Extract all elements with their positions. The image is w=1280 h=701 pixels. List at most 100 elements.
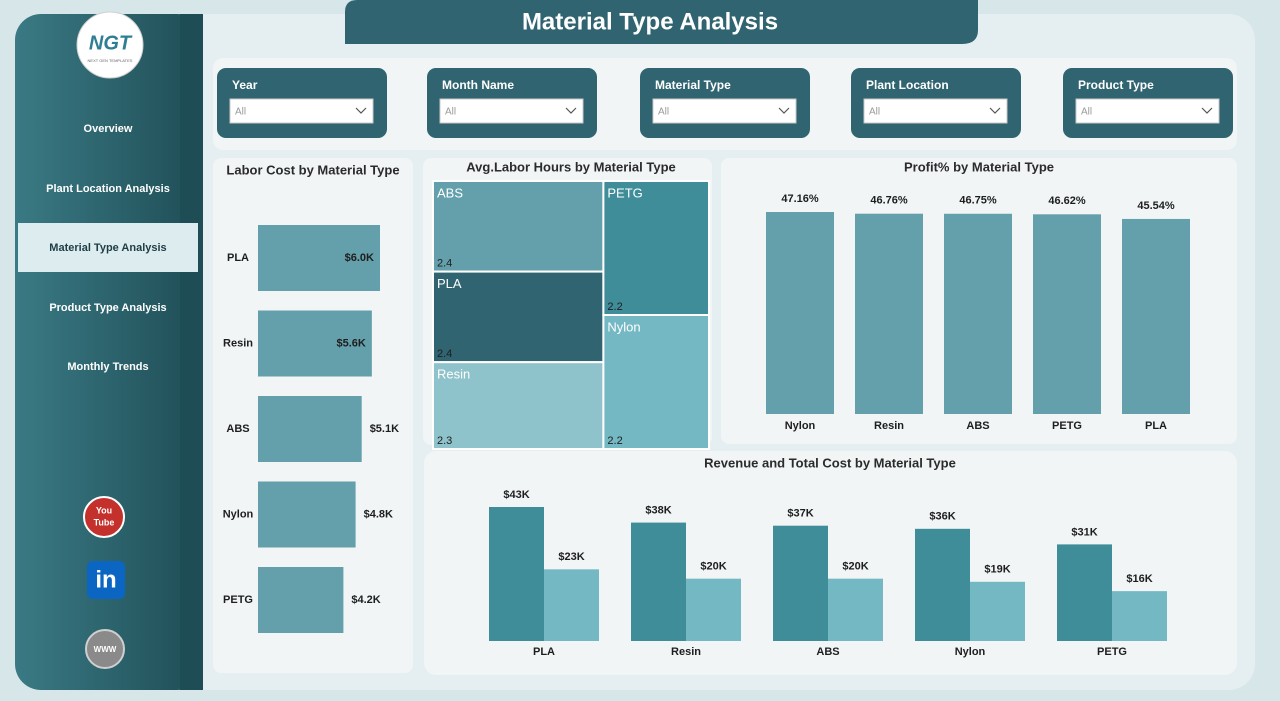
logo-subtitle: NEXT GEN TEMPLATES xyxy=(88,58,133,63)
bar xyxy=(631,522,686,641)
nav-active-bg xyxy=(18,223,198,272)
nav-item[interactable]: Overview xyxy=(84,123,133,135)
page-title: Material Type Analysis xyxy=(522,8,778,35)
bar xyxy=(944,213,1012,414)
category-label: Resin xyxy=(223,337,253,349)
tile-value: 2.4 xyxy=(437,348,452,360)
filter-value: All xyxy=(1081,107,1092,118)
web-icon[interactable] xyxy=(85,629,125,669)
tile-value: 2.2 xyxy=(607,435,622,447)
bar xyxy=(258,310,372,377)
treemap-tile xyxy=(602,314,711,450)
value-label: $5.6K xyxy=(337,337,366,349)
value-label: $36K xyxy=(929,511,955,523)
filter-dropdown[interactable] xyxy=(652,98,797,124)
tile-value: 2.3 xyxy=(437,435,452,447)
nav-item[interactable]: Material Type Analysis xyxy=(49,242,166,254)
dropdown-chevron xyxy=(989,107,1001,114)
filter-dropdown[interactable] xyxy=(439,98,584,124)
category-label: PETG xyxy=(223,594,253,606)
tile-name: ABS xyxy=(437,185,463,200)
category-label: PLA xyxy=(1145,420,1167,432)
category-label: Resin xyxy=(874,420,904,432)
filter-dropdown[interactable] xyxy=(863,98,1008,124)
value-label: $31K xyxy=(1071,526,1097,538)
nav-item[interactable]: Monthly Trends xyxy=(67,361,148,373)
logo xyxy=(76,11,144,79)
value-label: $4.8K xyxy=(364,508,393,520)
bar xyxy=(258,396,362,462)
value-label: $38K xyxy=(645,504,671,516)
tile-value: 2.4 xyxy=(437,257,452,269)
filter-label: Month Name xyxy=(442,78,514,92)
nav-item[interactable]: Product Type Analysis xyxy=(49,302,166,314)
filter-label: Material Type xyxy=(655,78,731,92)
filter-label: Year xyxy=(232,78,258,92)
web-text: WWW xyxy=(94,645,117,654)
value-label: $4.2K xyxy=(351,594,380,606)
value-label: 46.76% xyxy=(870,195,908,207)
filter-label: Plant Location xyxy=(866,78,949,92)
value-label: $5.1K xyxy=(370,423,399,435)
treemap-tile xyxy=(432,270,605,364)
filter-value: All xyxy=(869,107,880,118)
youtube-icon[interactable] xyxy=(83,496,125,538)
filter-dropdown[interactable] xyxy=(229,98,374,124)
bar xyxy=(258,567,344,633)
category-label: Nylon xyxy=(785,420,816,432)
category-label: ABS xyxy=(816,646,839,658)
filter-dropdown[interactable] xyxy=(1075,98,1220,124)
category-label: Resin xyxy=(671,646,701,658)
linkedin-text: in xyxy=(95,566,116,593)
bar xyxy=(258,481,356,548)
sidebar xyxy=(15,14,203,690)
treemap-tile xyxy=(602,180,711,316)
category-label: PLA xyxy=(227,252,249,264)
dropdown-chevron xyxy=(565,107,577,114)
bar xyxy=(828,578,883,641)
chart-title: Avg.Labor Hours by Material Type xyxy=(466,159,676,174)
bar xyxy=(489,507,544,641)
value-label: $20K xyxy=(700,561,726,573)
bar xyxy=(915,528,970,641)
bar xyxy=(766,212,834,414)
value-label: $19K xyxy=(984,564,1010,576)
value-label: 46.75% xyxy=(959,195,997,207)
treemap-tile xyxy=(432,180,605,273)
bar xyxy=(1112,591,1167,641)
value-label: $43K xyxy=(503,489,529,501)
tile-name: PLA xyxy=(437,276,462,291)
category-label: ABS xyxy=(966,420,989,432)
logo-text: NGT xyxy=(89,32,133,54)
filter-value: All xyxy=(445,107,456,118)
value-label: 47.16% xyxy=(781,193,819,205)
youtube-text: Tube xyxy=(94,517,115,527)
chart-title: Revenue and Total Cost by Material Type xyxy=(704,455,956,470)
category-label: PETG xyxy=(1052,420,1082,432)
nav-item[interactable]: Plant Location Analysis xyxy=(46,183,170,195)
dropdown-chevron xyxy=(778,107,790,114)
value-label: 46.62% xyxy=(1048,195,1086,207)
sidebar-edge xyxy=(180,14,203,690)
title-banner xyxy=(345,0,978,44)
category-label: PLA xyxy=(533,646,555,658)
youtube-text: You xyxy=(96,505,112,515)
filter-value: All xyxy=(658,107,669,118)
dropdown-chevron xyxy=(355,107,367,114)
bar xyxy=(773,525,828,641)
bar xyxy=(258,225,380,291)
tile-name: PETG xyxy=(607,185,642,200)
value-label: $37K xyxy=(787,508,813,520)
linkedin-icon[interactable] xyxy=(87,561,125,599)
value-label: $16K xyxy=(1126,573,1152,585)
category-label: PETG xyxy=(1097,646,1127,658)
category-label: ABS xyxy=(226,423,249,435)
bar xyxy=(686,578,741,641)
bar xyxy=(1033,214,1101,414)
chart-title: Profit% by Material Type xyxy=(904,159,1054,174)
tile-name: Resin xyxy=(437,367,470,382)
filter-value: All xyxy=(235,107,246,118)
category-label: Nylon xyxy=(955,646,986,658)
bar xyxy=(544,569,599,641)
